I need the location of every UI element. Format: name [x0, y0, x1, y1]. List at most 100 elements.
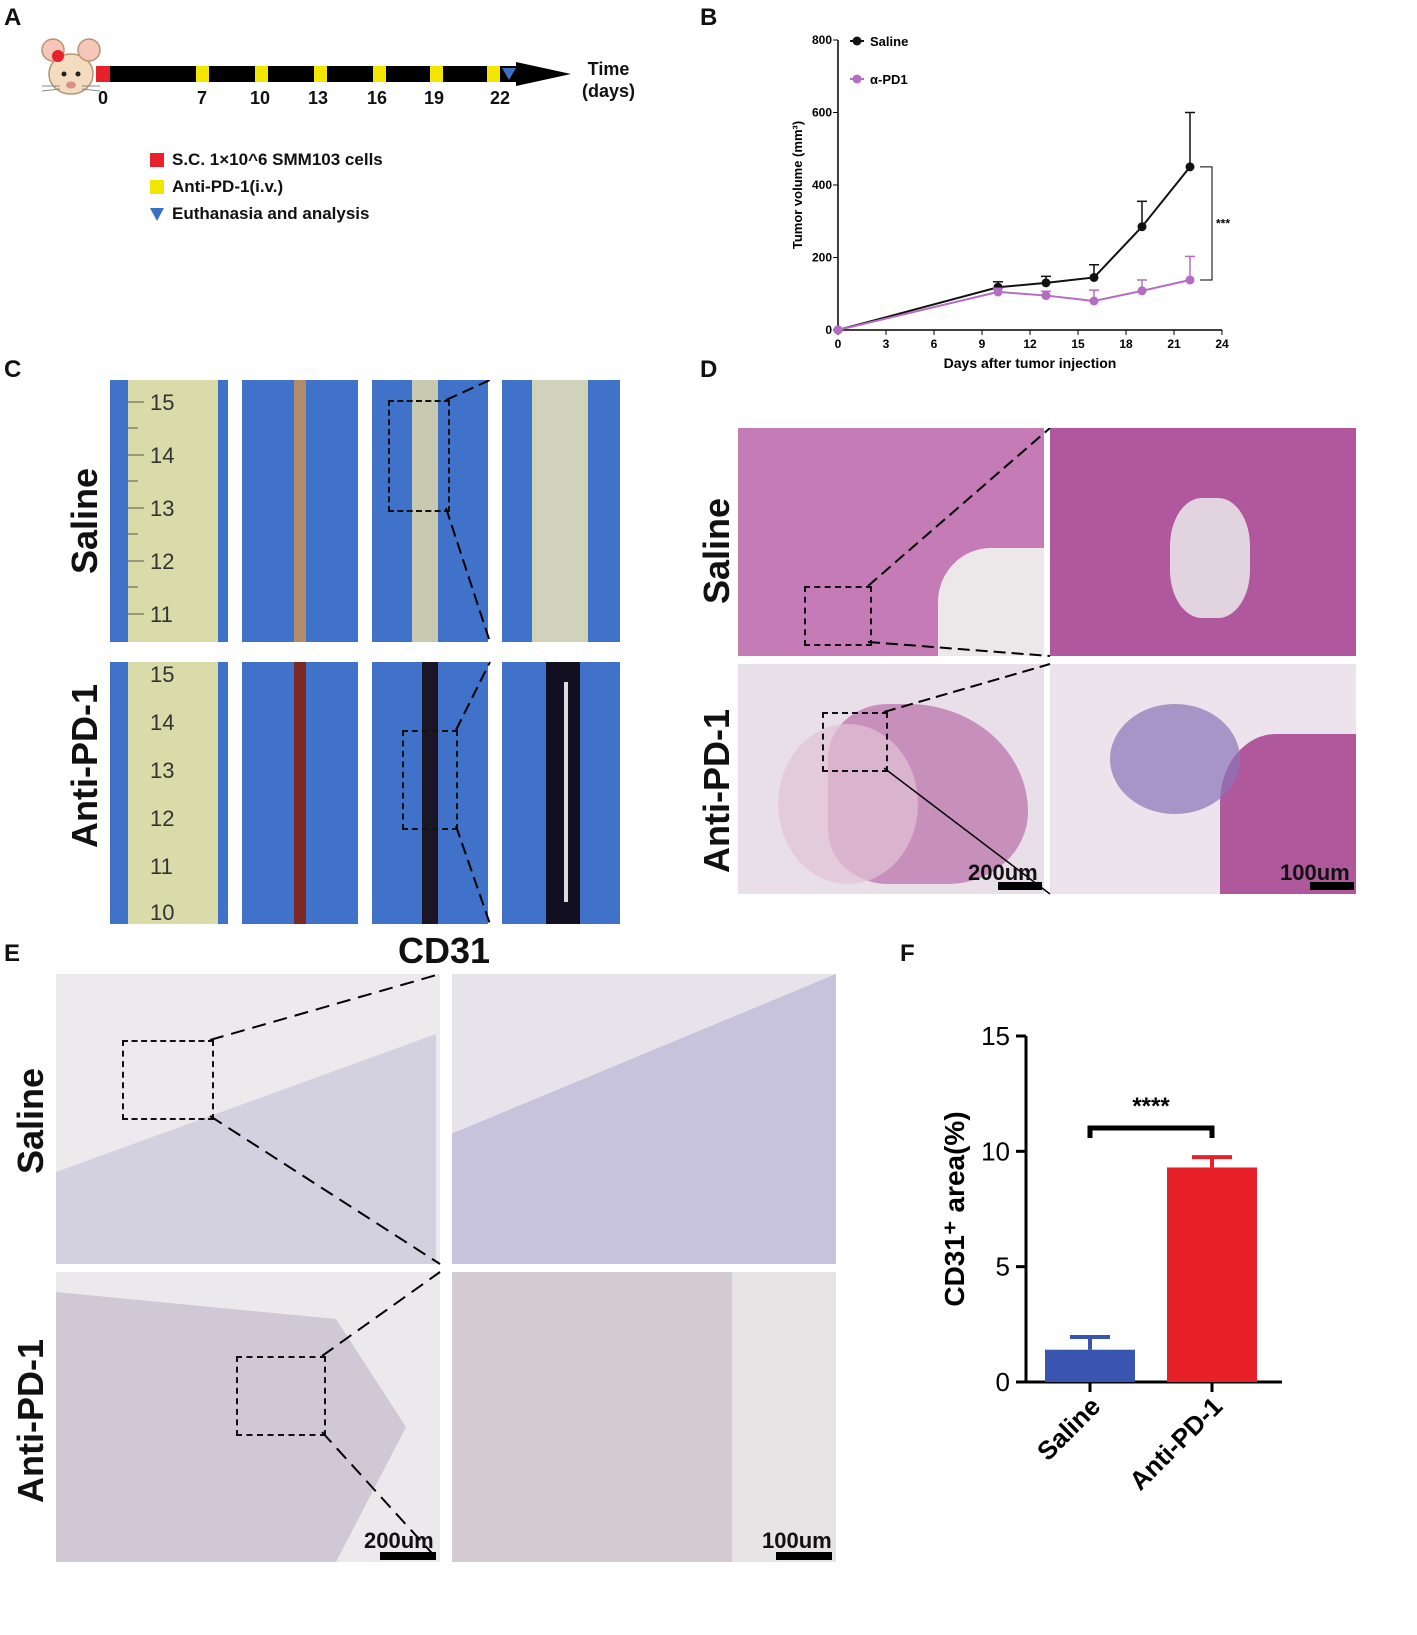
series-line [837, 166, 1191, 331]
y-tick-label: 800 [812, 33, 832, 47]
zoom-connector-lines [445, 380, 491, 925]
tick-16: 16 [367, 88, 388, 108]
tick-22: 22 [490, 88, 511, 108]
zoom-box [236, 1356, 326, 1436]
ruler-mark: 13 [150, 758, 175, 783]
row-label-anti-pd1: Anti-PD-1 [64, 684, 105, 848]
dose-marker [487, 66, 500, 82]
panel-c-label: C [4, 356, 22, 383]
ruler-mark: 14 [150, 443, 175, 468]
he-image-anti-pd1-low [738, 664, 1044, 894]
y-axis-label: CD31⁺ area(%) [939, 1111, 970, 1306]
zoom-box [388, 400, 450, 512]
data-point [1089, 296, 1099, 306]
y-tick-label: 15 [981, 1021, 1010, 1051]
intestine-photo-anti-pd1 [242, 662, 358, 924]
ruler-mark: 15 [150, 390, 175, 415]
x-tick-label: 24 [1215, 337, 1229, 351]
data-point [1185, 275, 1195, 285]
tumor-volume-chart: 0 200 400 600 800 0 3 6 9 12 15 18 21 24 Days after tu… [790, 33, 1230, 371]
scale-label: 200um [364, 1528, 434, 1553]
ruler-mark: 12 [150, 806, 175, 831]
timeline-legend: S.C. 1×10^6 SMM103 cells Anti-PD-1(i.v.)… [150, 146, 383, 227]
legend-marker [852, 74, 862, 84]
ruler-photo-anti-pd1: 15 14 13 12 11 10 [110, 662, 228, 924]
ruler-mark: 12 [150, 549, 175, 574]
blue-triangle-icon [150, 207, 164, 221]
tick-0: 0 [98, 88, 109, 108]
x-tick-label: 15 [1071, 337, 1085, 351]
zoom-box [402, 730, 458, 830]
zoom-box [822, 712, 888, 772]
significance-label: *** [1216, 216, 1230, 230]
mouse-icon [41, 38, 101, 95]
cd31-image-saline-high [452, 974, 836, 1264]
timeline-ticks: 0 7 10 13 16 19 22 [96, 88, 536, 110]
timeline [96, 62, 571, 86]
he-image-saline-low [738, 428, 1044, 656]
x-tick-label: 3 [883, 337, 890, 351]
euthanasia-marker [502, 68, 516, 80]
he-image-anti-pd1-high [1050, 664, 1356, 894]
x-tick-label: 21 [1167, 337, 1181, 351]
cd31-image-anti-pd1-low [56, 1272, 440, 1562]
data-point [1041, 278, 1051, 288]
x-tick-label: Saline [1031, 1391, 1106, 1466]
data-point [1185, 162, 1195, 172]
data-point [993, 287, 1003, 297]
series-line [837, 278, 1191, 331]
tick-19: 19 [424, 88, 445, 108]
cd31-image-anti-pd1-high [452, 1272, 836, 1562]
data-point [1137, 222, 1147, 232]
panel-a-label: A [4, 4, 22, 31]
ruler-mark: 15 [150, 662, 175, 687]
x-axis-label: Days after tumor injection [944, 355, 1117, 371]
scale-bar [380, 1552, 436, 1560]
intestine-zoom-anti-pd1 [502, 662, 620, 924]
x-tick-label: 12 [1023, 337, 1037, 351]
y-tick-label: 0 [996, 1367, 1010, 1397]
injection-marker [96, 66, 110, 82]
intestine-photo-saline [242, 380, 358, 642]
x-tick-label: Anti-PD-1 [1123, 1391, 1228, 1496]
significance-bracket [1200, 166, 1213, 281]
bar [1167, 1167, 1257, 1382]
zoom-connector-lines [209, 974, 441, 1563]
arrow-head-icon [516, 62, 571, 86]
y-axis-label: Tumor volume (mm³) [790, 121, 805, 249]
dose-marker [430, 66, 443, 82]
row-label-saline: Saline [696, 497, 737, 605]
tick-10: 10 [250, 88, 271, 108]
dose-marker [196, 66, 209, 82]
scale-label: 200um [968, 860, 1038, 885]
cd31-image-saline-low [56, 974, 440, 1264]
scale-bar [1310, 882, 1354, 890]
scale-label: 100um [1280, 860, 1350, 885]
cd31-area-chart: 0 5 10 15 CD31⁺ area(%) Saline Anti-PD-1 **** [939, 1021, 1282, 1496]
row-label-saline: Saline [10, 1067, 51, 1175]
legend-label: α-PD1 [870, 72, 908, 87]
data-point [1041, 291, 1051, 301]
data-point [833, 325, 843, 335]
bar [1045, 1349, 1135, 1382]
data-point [1137, 286, 1147, 296]
tick-7: 7 [197, 88, 208, 108]
ruler-mark: 11 [150, 602, 173, 627]
significance-bracket [1087, 1125, 1215, 1138]
x-tick-label: 9 [979, 337, 986, 351]
he-image-saline-high [1050, 428, 1356, 656]
zoom-box [804, 586, 872, 646]
x-tick-label: 6 [931, 337, 938, 351]
x-tick-label: 18 [1119, 337, 1133, 351]
significance-label: **** [1132, 1093, 1170, 1120]
y-tick-label: 10 [981, 1136, 1010, 1166]
y-tick-label: 0 [825, 323, 832, 337]
ruler-mark: 13 [150, 496, 175, 521]
panel-f-label: F [900, 940, 915, 967]
panel-e-title: CD31 [398, 930, 491, 971]
zoom-box [122, 1040, 214, 1120]
zoom-connector-lines [867, 428, 1051, 895]
dose-marker [373, 66, 386, 82]
tick-13: 13 [308, 88, 329, 108]
intestine-zoom-saline [502, 380, 620, 642]
